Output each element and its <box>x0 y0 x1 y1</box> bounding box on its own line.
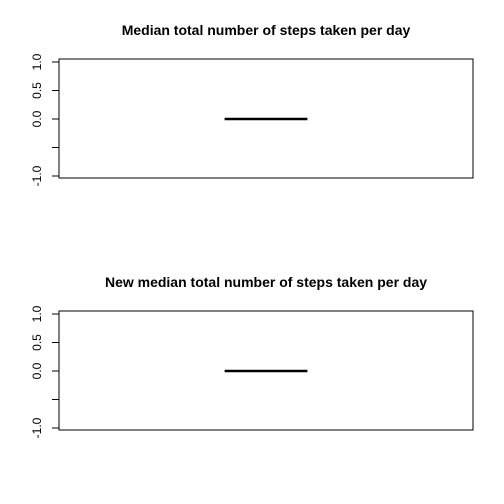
y-tick-label: 0.5 <box>30 334 44 351</box>
y-tick-label: 1.0 <box>30 305 44 322</box>
y-tick-label: 0.5 <box>30 82 44 99</box>
chart-title: New median total number of steps taken p… <box>105 274 427 290</box>
chart-title: Median total number of steps taken per d… <box>122 22 411 38</box>
chart-panel-2: New median total number of steps taken p… <box>30 274 474 438</box>
y-axis-ticks: -1.0 0.0 0.5 1.0 <box>30 53 59 186</box>
y-tick-label: -1.0 <box>30 165 44 186</box>
y-axis-ticks: -1.0 0.0 0.5 1.0 <box>30 305 59 438</box>
chart-panel-1: Median total number of steps taken per d… <box>30 22 474 186</box>
y-tick-label: 0.0 <box>30 110 44 127</box>
y-tick-label: 1.0 <box>30 53 44 70</box>
y-tick-label: -1.0 <box>30 417 44 438</box>
y-tick-label: 0.0 <box>30 362 44 379</box>
